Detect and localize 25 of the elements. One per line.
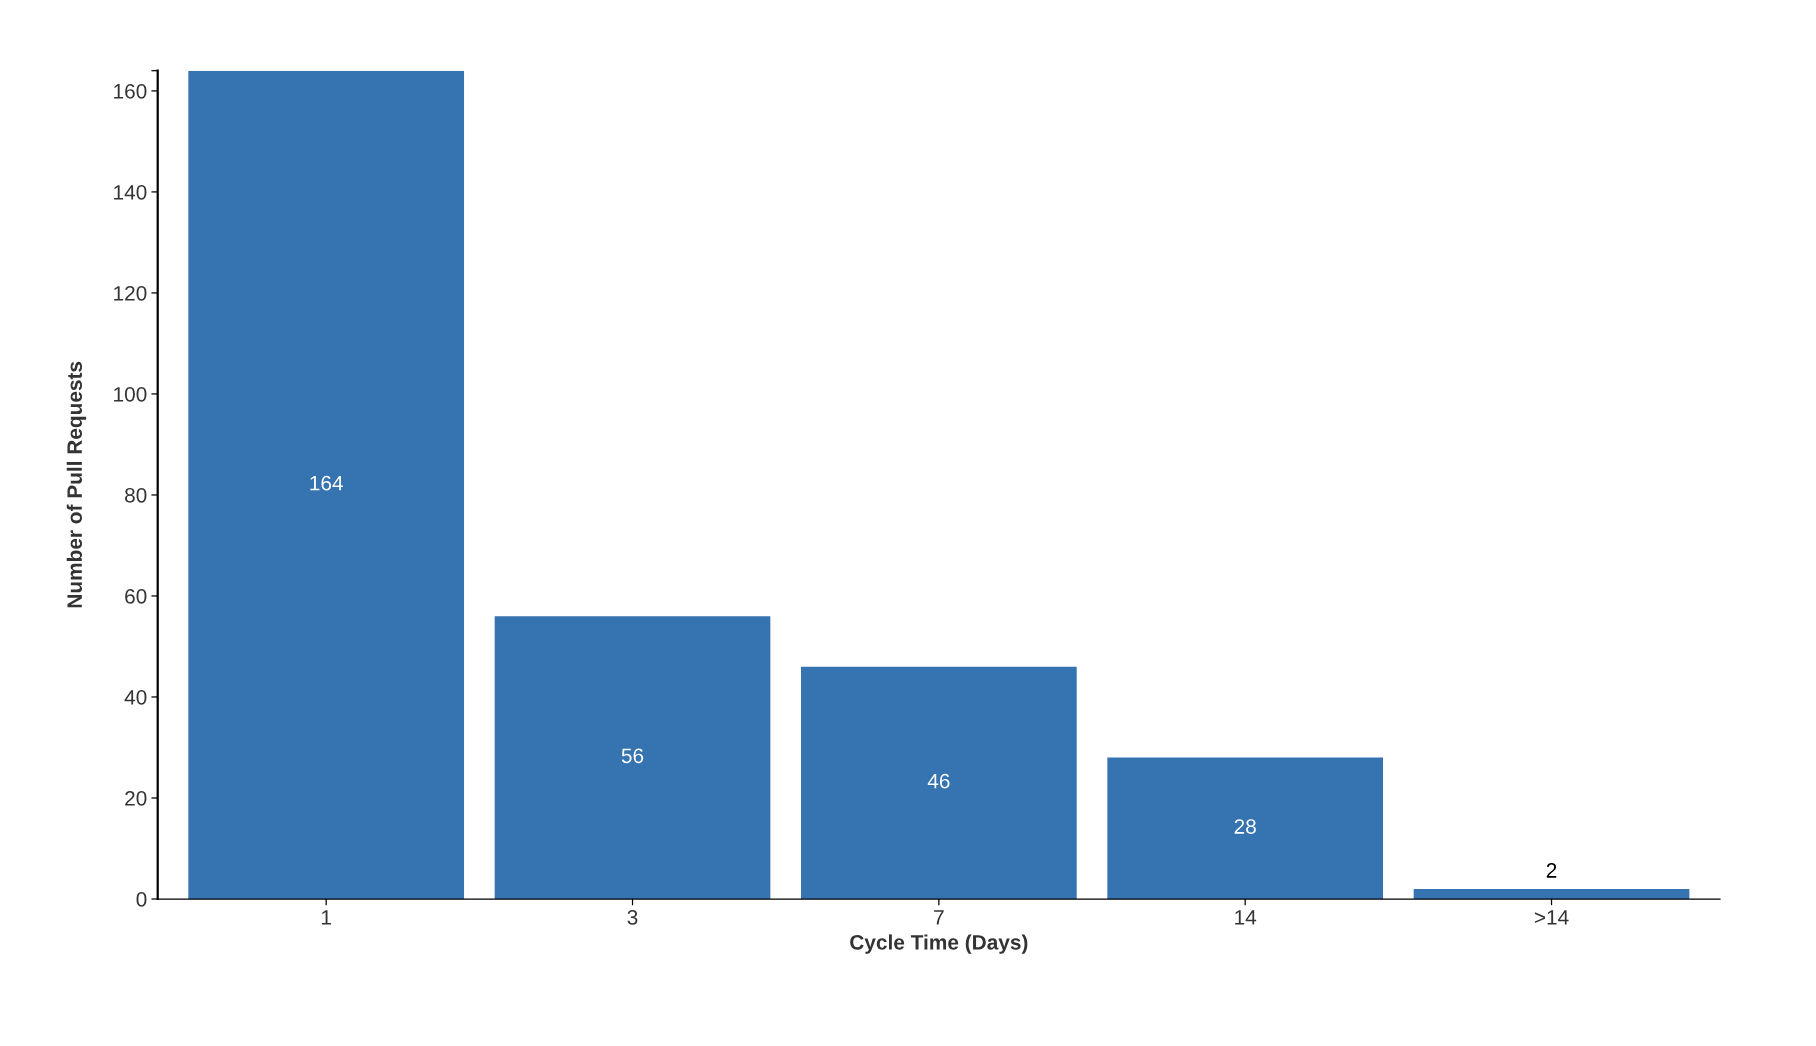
y-tick-label: 100 [114,386,147,402]
x-tick-label: 1 [321,910,331,925]
x-tick-label: 3 [627,909,638,925]
bar [801,666,1077,899]
bar [1107,757,1384,899]
y-tick-label: 80 [125,487,147,503]
data-label: 164 [310,475,343,491]
y-tick-label: 60 [125,588,147,604]
data-label: 56 [621,748,644,764]
y-tick-label: 120 [114,285,147,301]
y-tick-label: 0 [136,892,147,907]
y-tick-label: 140 [114,184,147,200]
y-tick-label: 40 [124,689,147,705]
x-tick-label: 14 [1235,910,1257,925]
y-tick-label: 160 [114,83,147,99]
data-label: 46 [927,773,950,789]
y-tick-label: 20 [125,790,147,806]
bar [188,70,465,899]
data-label: 2 [1546,863,1557,878]
x-axis-title: Cycle Time (Days) [850,934,1028,954]
x-tick-label: 7 [934,910,944,925]
x-tick-label: >14 [1534,910,1569,925]
bar [494,616,771,899]
y-axis-title: Number of Pull Requests [66,361,87,608]
data-label: 28 [1234,819,1256,834]
